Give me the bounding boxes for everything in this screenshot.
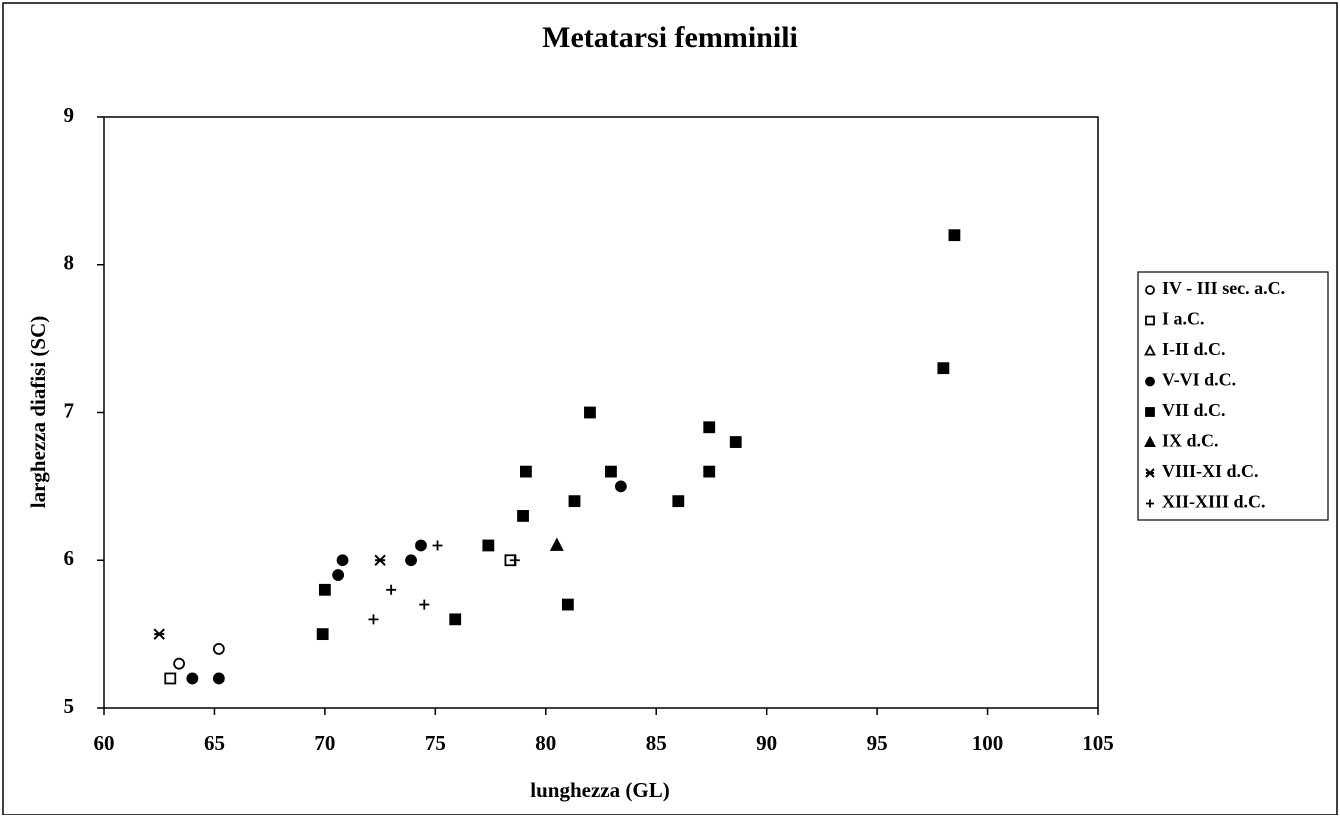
point	[318, 583, 331, 596]
point	[405, 554, 417, 567]
legend-marker	[1145, 285, 1155, 295]
legend-label: V-VI d.C.	[1162, 370, 1236, 390]
legend-label: VII d.C.	[1162, 400, 1226, 420]
x-tick-label: 85	[646, 731, 667, 755]
legend-marker	[1145, 407, 1155, 417]
point	[605, 465, 617, 478]
y-tick-label: 5	[64, 694, 75, 718]
point	[672, 495, 685, 508]
chart-title: Metatarsi femminili	[542, 21, 798, 54]
point	[316, 628, 329, 641]
point	[729, 436, 742, 448]
point	[703, 421, 716, 434]
point	[568, 495, 581, 508]
point	[614, 480, 627, 493]
point	[336, 554, 349, 567]
x-axis-label: lunghezza (GL)	[530, 778, 669, 802]
x-tick-label: 70	[314, 731, 335, 755]
x-tick-label: 75	[425, 731, 446, 755]
point	[415, 539, 427, 552]
point	[186, 672, 199, 685]
legend-marker	[1145, 376, 1155, 387]
x-tick-label: 65	[204, 731, 225, 755]
point	[549, 537, 564, 551]
legend-label: VIII-XI d.C.	[1162, 461, 1259, 481]
point	[386, 584, 397, 595]
point	[374, 554, 386, 566]
point	[164, 672, 177, 685]
y-tick-label: 7	[64, 398, 75, 422]
point	[432, 540, 443, 551]
y-axis-label: larghezza diafisi (SC)	[26, 316, 50, 508]
point	[703, 465, 716, 478]
y-tick-label: 8	[64, 251, 75, 275]
point	[449, 613, 462, 626]
point	[212, 672, 225, 685]
legend-label: XII-XIII d.C.	[1162, 492, 1266, 512]
point	[519, 465, 532, 478]
y-tick-label: 9	[64, 103, 75, 127]
x-tick-label: 90	[756, 731, 777, 755]
legend-label: IX d.C.	[1162, 431, 1219, 451]
point	[509, 555, 520, 566]
x-tick-label: 60	[94, 731, 115, 755]
point	[482, 539, 495, 552]
x-tick-label: 105	[1082, 731, 1114, 755]
legend	[1137, 271, 1329, 521]
point	[368, 614, 379, 625]
point	[517, 510, 529, 522]
point	[332, 569, 345, 581]
legend-marker	[1146, 499, 1154, 508]
legend-label: IV - III sec. a.C.	[1162, 278, 1285, 298]
point	[561, 598, 574, 611]
x-tick-label: 100	[972, 731, 1004, 755]
legend-marker	[1145, 468, 1155, 478]
point	[419, 599, 430, 610]
legend-marker	[1144, 344, 1156, 356]
legend-marker	[1145, 315, 1155, 326]
point	[212, 643, 225, 655]
x-tick-label: 95	[867, 731, 888, 755]
point	[948, 229, 961, 242]
point	[584, 406, 596, 419]
point	[153, 628, 165, 640]
x-tick-label: 80	[535, 731, 556, 755]
legend-label: I a.C.	[1162, 309, 1205, 329]
legend-label: I-II d.C.	[1162, 339, 1226, 359]
legend-marker	[1144, 435, 1156, 447]
point	[173, 657, 186, 670]
point	[937, 362, 950, 375]
y-tick-label: 6	[64, 546, 75, 570]
